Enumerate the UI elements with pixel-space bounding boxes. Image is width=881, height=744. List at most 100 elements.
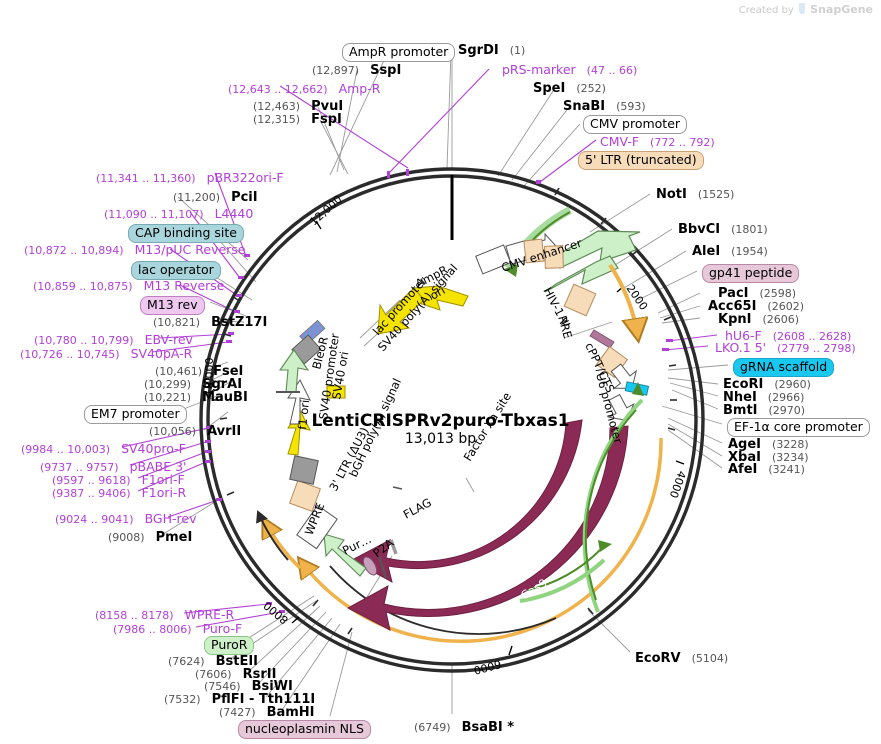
primer-range: (8158 .. 8178) [95, 609, 185, 622]
feature-ampR [555, 230, 641, 269]
label-pRS-marker[interactable]: pRS-marker (47 .. 66) [502, 63, 637, 78]
label-amp-R[interactable]: (12,643 .. 12,662) Amp-R [228, 82, 380, 97]
plasmid-title: LentiCRISPRv2puro-Tbxas1 [311, 411, 570, 431]
label-cmv-promoter[interactable]: CMV promoter [583, 115, 688, 134]
label-lac-operator[interactable]: lac operator [131, 261, 221, 280]
label-kpnI[interactable]: KpnI (2606) [718, 312, 799, 327]
label-em7-promoter[interactable]: EM7 promoter [84, 405, 187, 424]
label-bgh-rev[interactable]: (9024 .. 9041) BGH-rev [55, 512, 196, 527]
label-bamHI[interactable]: (7427) BamHI [219, 705, 315, 720]
label-fseI[interactable]: (10,461) FseI [155, 364, 243, 379]
label-ebv-rev[interactable]: (10,780 .. 10,799) EBV-rev [34, 333, 193, 348]
primer-name: SV40pro-F [121, 441, 186, 456]
label-l4440[interactable]: (11,090 .. 11,107) L4440 [104, 207, 253, 222]
label-nheI[interactable]: NheI (2966) [723, 390, 804, 405]
enzyme-position: (10,821) [153, 316, 212, 329]
label-sspI[interactable]: (12,897) SspI [312, 63, 401, 78]
primer-range: (7986 .. 8006) [113, 623, 203, 636]
label-cap-binding-site[interactable]: CAP binding site [128, 224, 244, 243]
enzyme-name: KpnI [718, 312, 752, 327]
enzyme-name: AfeI [728, 462, 758, 477]
label-nucleoplasmin-nls[interactable]: nucleoplasmin NLS [238, 720, 371, 739]
label-sv40pro-f[interactable]: (9984 .. 10,003) SV40pro-F [21, 442, 186, 457]
label-maubI[interactable]: (10,221) MauBI [144, 390, 248, 405]
feature-label-5-ltr-truncated: 5' LTR (truncated) [578, 151, 704, 170]
primer-name: F1ori-F [141, 472, 185, 487]
label-pacI[interactable]: PacI (2598) [718, 286, 796, 301]
svg-text:RRE: RRE [555, 314, 575, 340]
feature-RRE [563, 283, 597, 317]
enzyme-name: SgrDI [458, 43, 499, 58]
label-speI[interactable]: SpeI (252) [533, 81, 606, 96]
enzyme-name: SgrAI [202, 377, 243, 392]
enzyme-name: Acc65I [708, 299, 757, 314]
feature-P2A-tick [377, 555, 388, 579]
label-fspI[interactable]: (12,315) FspI [253, 112, 342, 127]
label-f1ori-r[interactable]: (9387 .. 9406) F1ori-R [52, 486, 186, 501]
label-ef1a-core-promoter[interactable]: EF-1α core promoter [727, 418, 870, 437]
enzyme-position: (9008) [108, 531, 156, 544]
label-wpre-r[interactable]: (8158 .. 8178) WPRE-R [95, 608, 234, 623]
label-ecoRI[interactable]: EcoRI (2960) [723, 377, 811, 392]
primer-name: M13 Reverse [143, 278, 225, 293]
cut-site-ticks [218, 187, 677, 635]
label-xbaI[interactable]: XbaI (3234) [728, 450, 809, 465]
label-m13-rev[interactable]: M13 rev [140, 296, 205, 315]
enzyme-position: (2960) [763, 378, 811, 391]
enzyme-name: NheI [723, 390, 757, 405]
label-5-ltr-truncated[interactable]: 5' LTR (truncated) [578, 151, 704, 170]
label-pmeI[interactable]: (9008) PmeI [108, 530, 192, 545]
label-sgrAI[interactable]: (10,299) SgrAI [144, 377, 242, 392]
enzyme-position: (7606) [195, 668, 243, 681]
enzyme-name: AvrII [207, 424, 242, 439]
label-acc65I[interactable]: Acc65I (2602) [708, 299, 804, 314]
label-hu6-f[interactable]: hU6-F (2608 .. 2628) [725, 329, 851, 344]
primer-range: (47 .. 66) [575, 64, 638, 77]
label-bbvCI[interactable]: BbvCI (1801) [678, 222, 768, 237]
label-pflFI-tth111I[interactable]: (7532) PflFI - Tth111I [164, 692, 315, 707]
label-pciI[interactable]: (11,200) PciI [173, 190, 258, 205]
label-ecoRV[interactable]: EcoRV (5104) [635, 651, 728, 666]
label-grna-scaffold[interactable]: gRNA scaffold [733, 358, 835, 377]
feature-sv40-ori [326, 385, 346, 399]
label-m13-reverse[interactable]: (10,859 .. 10,875) M13 Reverse [33, 279, 224, 294]
enzyme-name: RsrII [242, 667, 277, 682]
label-rsrII[interactable]: (7606) RsrII [195, 667, 276, 682]
label-bmtI[interactable]: BmtI (2970) [723, 403, 805, 418]
label-afeI[interactable]: AfeI (3241) [728, 462, 805, 477]
feature-cmv-enhancer [475, 244, 512, 275]
enzyme-position: (3241) [757, 463, 805, 476]
label-aleI[interactable]: AleI (1954) [692, 244, 768, 259]
primer-name: hU6-F [725, 328, 762, 343]
feature-arc-orange-2 [539, 437, 663, 627]
primer-range: (2608 .. 2628) [761, 330, 852, 343]
primer-range: (9024 .. 9041) [55, 513, 145, 526]
label-snaBI[interactable]: SnaBI (593) [563, 99, 646, 114]
label-cmv-f[interactable]: CMV-F (772 .. 792) [600, 135, 715, 150]
label-sgrDI[interactable]: SgrDI (1) [458, 43, 525, 58]
label-f1ori-f[interactable]: (9597 .. 9618) F1ori-F [52, 473, 185, 488]
label-puroR[interactable]: PuroR [204, 636, 255, 655]
enzyme-name: PciI [231, 190, 258, 205]
feature-5ltr-a [523, 238, 545, 264]
label-bstZ17I[interactable]: (10,821) BstZ17I [153, 315, 267, 330]
label-notI[interactable]: NotI (1525) [656, 187, 734, 202]
label-m13-puc-reverse[interactable]: (10,872 .. 10,894) M13/pUC Reverse [24, 243, 246, 258]
label-bsaBI[interactable]: (6749) BsaBI * [414, 720, 514, 735]
enzyme-position: (7624) [168, 655, 216, 668]
label-bsiWI[interactable]: (7546) BsiWI [204, 679, 293, 694]
label-lko1-5[interactable]: LKO.1 5' (2779 .. 2798) [715, 341, 856, 356]
label-pbr322ori-f[interactable]: (11,341 .. 11,360) pBR322ori-F [96, 171, 284, 186]
label-avrII[interactable]: (10,056) AvrII [149, 424, 241, 439]
label-puro-f[interactable]: (7986 .. 8006) Puro-F [113, 622, 242, 637]
plasmid-backbone-outer [199, 167, 705, 673]
label-bstEII[interactable]: (7624) BstEII [168, 654, 258, 669]
primer-name: Puro-F [202, 621, 243, 636]
label-gp41-peptide[interactable]: gp41 peptide [702, 264, 800, 283]
label-pvuI[interactable]: (12,463) PvuI [253, 99, 343, 114]
label-sv40pa-r[interactable]: (10,726 .. 10,745) SV40pA-R [20, 347, 192, 362]
label-ageI[interactable]: AgeI (3228) [728, 437, 809, 452]
label-ampR-promoter[interactable]: AmpR promoter [342, 43, 456, 62]
label-pbabe-3[interactable]: (9737 .. 9757) pBABE 3' [40, 460, 186, 475]
enzyme-name: NotI [656, 187, 687, 202]
